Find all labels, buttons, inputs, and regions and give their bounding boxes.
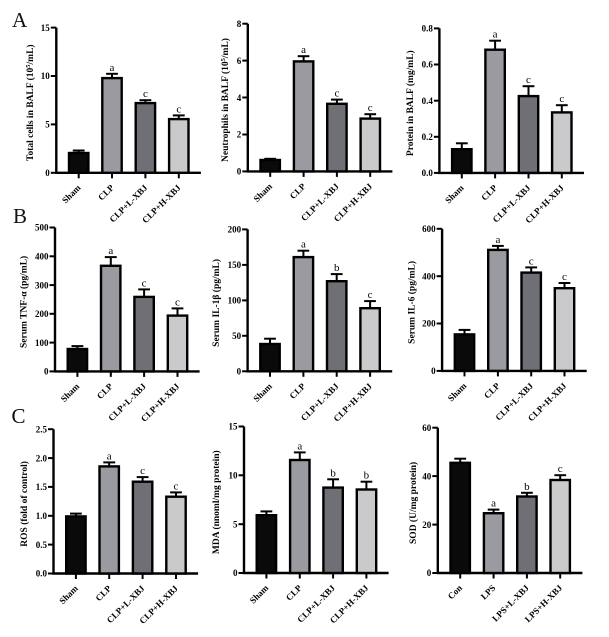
svg-text:0.0: 0.0 [36,569,48,579]
svg-text:c: c [368,102,373,114]
svg-text:2.5: 2.5 [36,424,48,434]
svg-text:100: 100 [228,296,242,306]
svg-text:400: 400 [422,271,436,281]
svg-text:1.5: 1.5 [36,482,48,492]
svg-text:2.0: 2.0 [36,453,48,463]
svg-text:1.0: 1.0 [36,511,48,521]
svg-text:20: 20 [422,520,432,530]
svg-text:50: 50 [232,331,242,341]
svg-text:0.6: 0.6 [422,60,434,70]
svg-text:6: 6 [237,56,242,66]
svg-text:600: 600 [422,224,436,234]
svg-text:200: 200 [228,225,242,235]
svg-text:400: 400 [35,252,49,262]
svg-text:C: C [12,404,26,428]
svg-text:2: 2 [237,130,242,140]
svg-text:SOD (U/mg protein): SOD (U/mg protein) [408,462,419,544]
svg-text:a: a [297,440,302,452]
svg-text:4: 4 [237,93,242,103]
svg-text:200: 200 [35,309,49,319]
svg-text:c: c [526,74,531,86]
svg-text:Total cells in BALF (105​/mL): Total cells in BALF (105​/mL) [25,44,36,161]
svg-text:c: c [176,103,181,115]
svg-text:15: 15 [41,23,51,33]
svg-text:c: c [174,480,179,492]
svg-text:c: c [143,88,148,100]
svg-text:a: a [108,245,113,257]
svg-text:0: 0 [233,568,238,578]
svg-text:a: a [495,234,500,246]
svg-text:c: c [140,465,145,477]
svg-text:0.4: 0.4 [422,96,434,106]
svg-text:0: 0 [237,167,242,177]
svg-text:0: 0 [431,366,436,376]
svg-text:100: 100 [35,338,49,348]
svg-text:c: c [142,277,147,289]
svg-text:a: a [110,62,115,74]
svg-text:5: 5 [45,120,50,130]
svg-text:a: a [491,498,496,510]
svg-text:b: b [334,262,340,274]
svg-text:A: A [12,8,28,32]
svg-text:300: 300 [35,280,49,290]
svg-text:Serum TNF-α (pg/mL): Serum TNF-α (pg/mL) [19,256,30,348]
svg-text:c: c [175,296,180,308]
svg-text:60: 60 [422,423,432,433]
svg-text:B: B [13,204,27,228]
svg-text:0.5: 0.5 [36,540,48,550]
svg-text:0: 0 [237,367,242,377]
svg-text:Neutrophils in BALF (105​/mL): Neutrophils in BALF (105​/mL) [220,38,231,162]
svg-text:Serum IL-1β (pg/mL): Serum IL-1β (pg/mL) [211,259,222,347]
svg-text:a: a [107,450,112,462]
svg-text:a: a [301,239,306,251]
svg-text:c: c [562,271,567,283]
svg-text:10: 10 [41,71,51,81]
svg-text:a: a [493,29,498,41]
svg-text:0.2: 0.2 [422,132,434,142]
svg-text:Serum IL-6 (pg/mL): Serum IL-6 (pg/mL) [407,261,418,344]
svg-text:b: b [364,470,370,482]
svg-text:500: 500 [35,223,49,233]
svg-text:0: 0 [45,168,50,178]
svg-text:150: 150 [228,260,242,270]
svg-text:15: 15 [229,422,239,432]
svg-text:MDA (nnoml/mg protein): MDA (nnoml/mg protein) [211,450,222,554]
svg-text:0: 0 [427,568,432,578]
svg-text:200: 200 [422,319,436,329]
svg-text:Protein in BALF (mg/mL): Protein in BALF (mg/mL) [405,50,416,156]
svg-text:0.0: 0.0 [422,168,434,178]
svg-text:b: b [330,467,336,479]
svg-text:0.8: 0.8 [422,24,434,34]
svg-text:c: c [558,463,563,475]
svg-text:c: c [529,255,534,267]
svg-text:b: b [524,481,530,493]
svg-text:c: c [559,93,564,105]
svg-text:a: a [301,44,306,56]
svg-text:ROS (fold of control): ROS (fold of control) [19,461,30,547]
svg-text:c: c [334,88,339,100]
svg-text:8: 8 [237,19,242,29]
svg-text:5: 5 [233,519,238,529]
svg-text:c: c [368,289,373,301]
svg-text:10: 10 [229,471,239,481]
svg-text:40: 40 [422,471,432,481]
svg-text:0: 0 [44,367,49,377]
